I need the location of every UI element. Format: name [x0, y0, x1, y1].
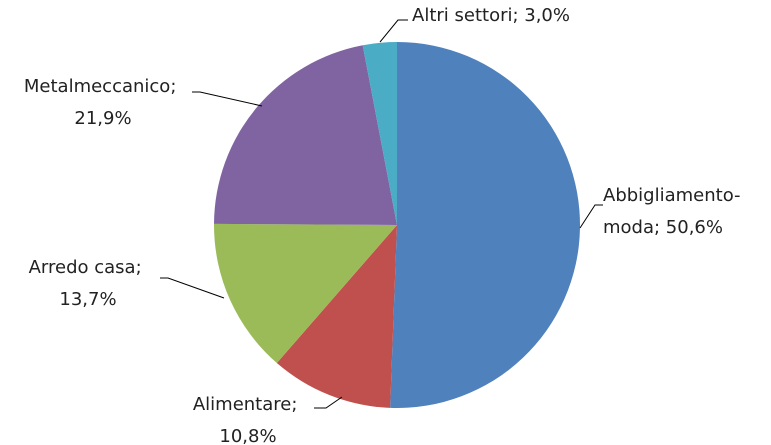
- data-label-line: moda; 50,6%: [603, 217, 723, 238]
- pie-slice: [276, 225, 397, 408]
- leader-line: [379, 19, 408, 43]
- leader-line: [314, 396, 343, 409]
- pie-slice: [390, 42, 580, 408]
- leader-line: [160, 277, 225, 299]
- data-label-line: Alimentare;: [193, 394, 303, 415]
- data-label: Arredo casa; 13,7%: [29, 257, 148, 310]
- pie-slice: [214, 223, 397, 364]
- data-label: Metalmeccanico; 21,9%: [24, 76, 182, 129]
- leader-line: [579, 204, 603, 229]
- data-label-line: Arredo casa;: [29, 257, 148, 278]
- data-label-line: 10,8%: [219, 426, 276, 445]
- data-label: Abbigliamento-moda; 50,6%: [603, 185, 741, 238]
- data-label-line: 13,7%: [59, 289, 116, 310]
- data-label-line: Abbigliamento-: [603, 185, 741, 206]
- data-label-line: Metalmeccanico;: [24, 76, 182, 97]
- pie-slice: [214, 45, 397, 226]
- data-label-line: 21,9%: [74, 108, 131, 129]
- leader-line: [192, 91, 263, 107]
- pie-slice: [362, 42, 397, 225]
- data-label: Alimentare; 10,8%: [193, 394, 303, 445]
- data-label: Altri settori; 3,0%: [412, 5, 570, 26]
- data-label-line: Altri settori; 3,0%: [412, 5, 570, 26]
